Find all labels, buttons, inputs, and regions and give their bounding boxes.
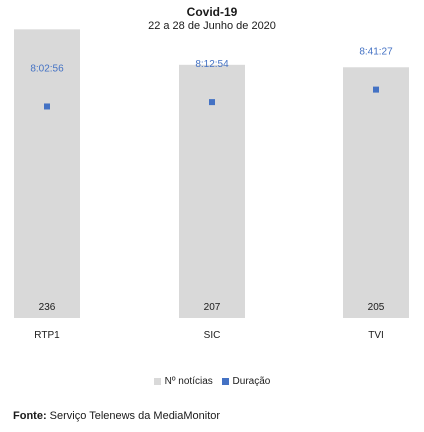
duration-label: 8:41:27 [359,47,393,58]
x-tick-label: SIC [204,330,221,341]
bar-value-label: 236 [39,302,56,313]
legend-swatch-noticias [153,378,161,385]
legend-item-noticias: Nº notícias [153,376,213,387]
bar-value-label: 205 [368,302,385,313]
source-text: Serviço Telenews da MediaMonitor [46,410,221,422]
legend-swatch-duracao [221,378,229,385]
bar-sic [179,64,245,318]
x-tick-label: RTP1 [34,330,60,341]
x-tick-label: TVI [368,330,384,341]
chart-subtitle: 22 a 28 de Junho de 2020 [148,20,276,32]
duration-point [373,86,379,93]
bar-rtp1 [14,29,80,318]
legend-item-duracao: Duração [221,376,271,387]
bar-value-label: 207 [204,302,221,313]
chart-title: Covid-19 [186,5,238,19]
source-label: Fonte: [13,410,47,422]
duration-point [209,99,215,106]
legend-label-noticias: Nº notícias [164,376,213,387]
bar-tvi [343,67,409,319]
source-note: Fonte: Serviço Telenews da MediaMonitor [13,410,220,422]
duration-label: 8:02:56 [30,63,64,74]
duration-label: 8:12:54 [195,59,229,70]
chart-legend: Nº notícias Duração [0,376,424,388]
duration-point [44,103,50,110]
legend-label-duracao: Duração [232,376,271,387]
